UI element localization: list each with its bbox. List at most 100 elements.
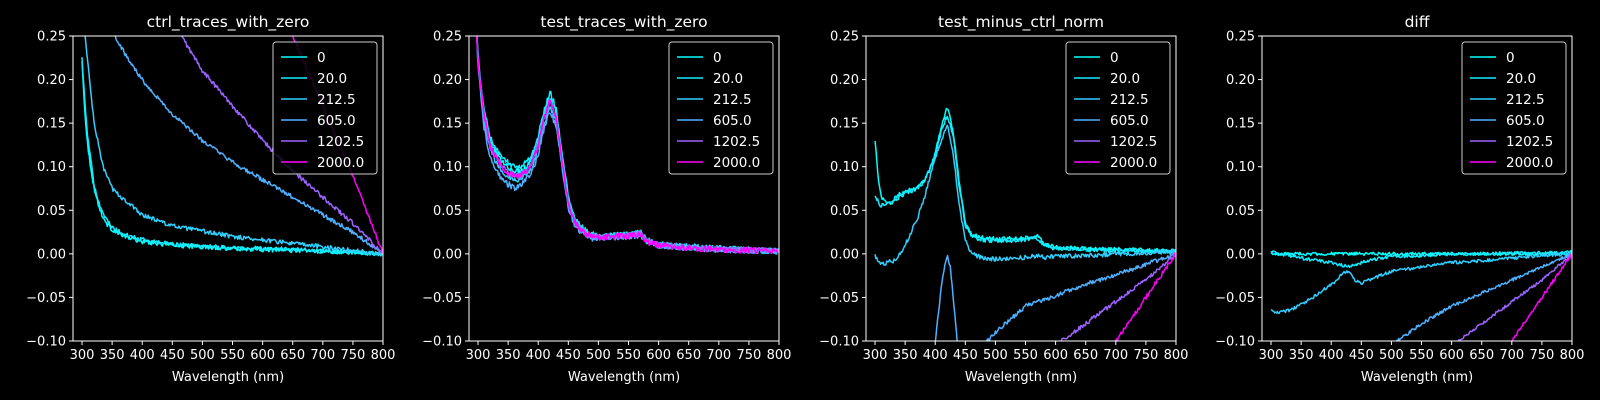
- x-axis-label: Wavelength (nm): [568, 370, 680, 385]
- x-tick-label: 400: [526, 348, 551, 363]
- legend: 0 20.0 212.5 605.0 1202.5 2000.0: [668, 41, 774, 175]
- x-tick-label: 800: [371, 348, 396, 363]
- series-line-212.5: [1270, 252, 1572, 315]
- y-tick-label: −0.05: [1215, 291, 1255, 306]
- series-line-2000.0: [1114, 252, 1176, 341]
- axes-frame: [865, 35, 1177, 342]
- chart-title: test_minus_ctrl_norm: [938, 13, 1104, 32]
- legend-entry: 212.5: [317, 92, 356, 108]
- series-line-212.5: [84, 36, 383, 257]
- x-tick-label: 650: [1469, 348, 1494, 363]
- x-tick-label: 350: [496, 348, 521, 363]
- y-tick-label: 0.15: [1226, 117, 1255, 132]
- legend-entry: 20.0: [713, 71, 743, 87]
- y-tick-label: 0.05: [433, 204, 462, 219]
- y-tick-label: 0.25: [433, 30, 462, 45]
- legend-entry: 0: [1110, 50, 1119, 66]
- y-tick-label: −0.05: [819, 291, 859, 306]
- y-tick-label: 0.25: [1226, 30, 1255, 45]
- x-tick-label: 350: [1289, 348, 1314, 363]
- legend-entry: 605.0: [1110, 113, 1149, 129]
- x-tick-label: 300: [466, 348, 491, 363]
- chart-title: ctrl_traces_with_zero: [147, 13, 310, 32]
- y-tick-label: 0.00: [433, 247, 462, 262]
- legend-entry: 605.0: [1506, 113, 1545, 129]
- series-line-1202.5: [1060, 252, 1176, 341]
- x-tick-label: 700: [1103, 348, 1128, 363]
- x-tick-label: 300: [1259, 348, 1284, 363]
- y-tick-label: 0.15: [37, 117, 66, 132]
- axes-frame: [72, 35, 384, 342]
- x-tick-label: 750: [1529, 348, 1554, 363]
- y-tick-label: 0.00: [830, 247, 859, 262]
- legend-entry: 20.0: [1110, 71, 1140, 87]
- legend-entry: 212.5: [713, 92, 752, 108]
- legend-entry: 2000.0: [713, 155, 760, 171]
- x-tick-label: 300: [70, 348, 95, 363]
- x-tick-label: 550: [1409, 348, 1434, 363]
- series-line-20.0: [1270, 249, 1572, 269]
- x-tick-label: 400: [923, 348, 948, 363]
- series-line-2000.0: [476, 36, 779, 255]
- y-tick-label: 0.15: [433, 117, 462, 132]
- y-tick-label: −0.05: [26, 291, 66, 306]
- y-tick-label: −0.10: [1215, 335, 1255, 350]
- y-tick-label: −0.10: [26, 335, 66, 350]
- x-tick-label: 600: [1439, 348, 1464, 363]
- x-tick-label: 350: [893, 348, 918, 363]
- x-tick-label: 650: [1073, 348, 1098, 363]
- x-tick-label: 550: [1013, 348, 1038, 363]
- chart-panel-3: 300 350 400 450 500 550 600 650 700 750 800 −0.10 −0…: [819, 13, 1188, 385]
- x-tick-label: 600: [646, 348, 671, 363]
- x-tick-label: 350: [100, 348, 125, 363]
- y-tick-label: 0.10: [37, 160, 66, 175]
- y-tick-label: 0.20: [37, 73, 66, 88]
- x-tick-label: 550: [220, 348, 245, 363]
- legend-entry: 212.5: [1110, 92, 1149, 108]
- x-tick-label: 700: [706, 348, 731, 363]
- legend-entry: 2000.0: [317, 155, 364, 171]
- legend-entry: 20.0: [317, 71, 347, 87]
- y-tick-label: 0.10: [433, 160, 462, 175]
- legend-entry: 212.5: [1506, 92, 1545, 108]
- y-tick-label: 0.10: [1226, 160, 1255, 175]
- y-tick-label: 0.25: [37, 30, 66, 45]
- legend: 0 20.0 212.5 605.0 1202.5 2000.0: [272, 41, 378, 175]
- x-tick-label: 450: [953, 348, 978, 363]
- series-line-605.0: [114, 36, 383, 255]
- chart-title: test_traces_with_zero: [540, 13, 707, 32]
- x-tick-label: 600: [1043, 348, 1068, 363]
- x-tick-label: 450: [160, 348, 185, 363]
- chart-panel-4: 300 350 400 450 500 550 600 650 700 750 800 −0.10 −0…: [1215, 13, 1584, 385]
- y-tick-label: 0.05: [37, 204, 66, 219]
- series-group: [1270, 249, 1572, 341]
- y-tick-label: −0.10: [819, 335, 859, 350]
- x-tick-label: 700: [310, 348, 335, 363]
- y-tick-label: 0.15: [830, 117, 859, 132]
- x-tick-label: 750: [736, 348, 761, 363]
- series-line-605.0: [934, 252, 1176, 341]
- x-tick-label: 400: [130, 348, 155, 363]
- series-line-2000.0: [1510, 253, 1572, 341]
- x-tick-label: 800: [1164, 348, 1189, 363]
- y-tick-label: −0.05: [422, 291, 462, 306]
- series-line-605.0: [1395, 252, 1572, 341]
- x-tick-label: 400: [1319, 348, 1344, 363]
- legend-entry: 0: [317, 50, 326, 66]
- x-tick-label: 450: [556, 348, 581, 363]
- axes-frame: [1261, 35, 1573, 342]
- legend-entry: 1202.5: [1506, 134, 1553, 150]
- x-tick-label: 500: [1379, 348, 1404, 363]
- y-tick-label: 0.05: [830, 204, 859, 219]
- legend-entry: 1202.5: [713, 134, 760, 150]
- legend-entry: 2000.0: [1506, 155, 1553, 171]
- y-tick-label: 0.10: [830, 160, 859, 175]
- x-tick-label: 800: [1560, 348, 1585, 363]
- x-axis-label: Wavelength (nm): [172, 370, 284, 385]
- y-tick-label: 0.20: [1226, 73, 1255, 88]
- y-tick-label: 0.05: [1226, 204, 1255, 219]
- x-tick-label: 750: [340, 348, 365, 363]
- x-tick-label: 750: [1133, 348, 1158, 363]
- y-tick-label: 0.20: [830, 73, 859, 88]
